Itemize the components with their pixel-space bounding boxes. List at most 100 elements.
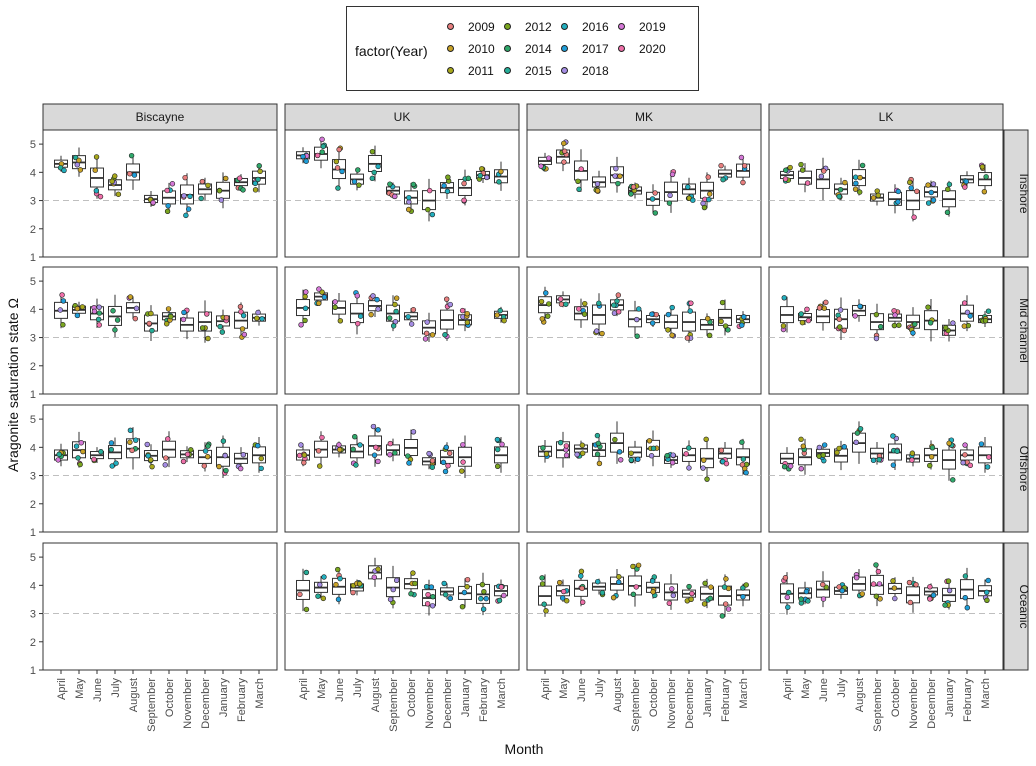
x-tick-label: August <box>854 678 866 712</box>
column-strip-label: Biscayne <box>136 110 185 124</box>
data-point <box>909 457 915 463</box>
data-point <box>595 578 601 585</box>
data-point <box>894 448 900 454</box>
data-point <box>841 444 848 450</box>
legend-swatch <box>561 23 568 31</box>
data-point <box>495 446 501 453</box>
data-point <box>429 603 436 609</box>
data-point <box>92 167 98 173</box>
data-point <box>375 163 381 170</box>
data-point <box>942 602 948 608</box>
data-point <box>895 188 901 195</box>
data-point <box>543 290 549 296</box>
legend-label: 2009 <box>468 20 495 34</box>
data-point <box>187 193 193 200</box>
data-point <box>967 462 973 469</box>
data-point <box>539 575 545 581</box>
data-point <box>375 566 381 572</box>
data-point <box>557 439 564 446</box>
data-point <box>410 307 417 313</box>
data-point <box>412 580 418 587</box>
data-point <box>925 200 932 206</box>
data-point <box>859 591 865 597</box>
data-point <box>599 330 605 337</box>
x-tick-label: November <box>666 678 678 729</box>
data-point <box>387 440 393 447</box>
data-point <box>782 176 789 182</box>
data-point <box>387 181 393 187</box>
data-point <box>652 190 658 196</box>
data-point <box>392 301 398 308</box>
data-point <box>842 179 848 186</box>
data-point <box>873 311 880 318</box>
data-point <box>650 589 656 595</box>
x-tick-label: July <box>110 678 122 698</box>
data-point <box>255 442 261 449</box>
data-point <box>578 166 584 172</box>
data-point <box>336 146 342 153</box>
data-point <box>596 460 603 467</box>
data-point <box>870 581 877 587</box>
data-point <box>442 468 449 475</box>
data-point <box>722 323 729 329</box>
legend-swatch <box>504 23 511 31</box>
data-point <box>578 573 584 579</box>
data-point <box>890 462 897 468</box>
data-point <box>91 308 98 315</box>
data-point <box>852 174 859 180</box>
data-point <box>355 167 361 173</box>
x-tick-label: July <box>836 678 848 698</box>
data-point <box>91 456 97 463</box>
legend-label: 2019 <box>639 20 666 34</box>
data-point <box>79 304 86 310</box>
data-point <box>255 176 261 183</box>
data-point <box>895 199 901 205</box>
data-point <box>703 436 709 442</box>
data-point <box>259 316 265 322</box>
data-point <box>925 304 931 310</box>
data-point <box>581 311 588 317</box>
data-point <box>301 459 307 466</box>
data-point <box>723 460 730 467</box>
x-tick-label: January <box>702 678 714 718</box>
data-point <box>315 448 322 454</box>
data-point <box>445 174 451 180</box>
data-point <box>561 159 567 165</box>
data-point <box>478 595 484 602</box>
panel-frame <box>768 404 1004 533</box>
row-strip-label: Oceanic <box>1017 584 1031 628</box>
data-point <box>357 581 363 587</box>
data-point <box>930 181 937 187</box>
data-point <box>852 186 859 192</box>
data-point <box>743 469 749 476</box>
x-tick-label: October <box>648 678 660 717</box>
data-point <box>705 174 711 180</box>
data-point <box>459 468 465 474</box>
data-point <box>873 562 879 568</box>
data-point <box>740 456 747 462</box>
data-point <box>237 175 243 181</box>
data-point <box>874 188 880 194</box>
data-point <box>963 178 969 185</box>
row-strip-label: Mid channel <box>1017 298 1031 363</box>
data-point <box>501 592 507 599</box>
x-tick-label: May <box>316 678 328 699</box>
data-point <box>95 316 102 323</box>
data-point <box>220 438 227 444</box>
y-tick-label: 2 <box>30 361 36 373</box>
data-point <box>410 429 417 435</box>
data-point <box>74 305 81 312</box>
data-point <box>722 601 729 607</box>
legend-entry-2017: 2017 <box>561 42 609 56</box>
data-point <box>257 168 263 175</box>
data-point <box>962 442 968 448</box>
data-point <box>369 148 376 155</box>
x-tick-label: November <box>424 678 436 729</box>
y-tick-label: 5 <box>30 414 36 426</box>
panel-frame <box>284 266 520 395</box>
y-tick-label: 3 <box>30 609 36 621</box>
data-point <box>255 309 261 316</box>
data-point <box>335 185 341 191</box>
data-point <box>316 286 322 292</box>
data-point <box>739 439 745 445</box>
